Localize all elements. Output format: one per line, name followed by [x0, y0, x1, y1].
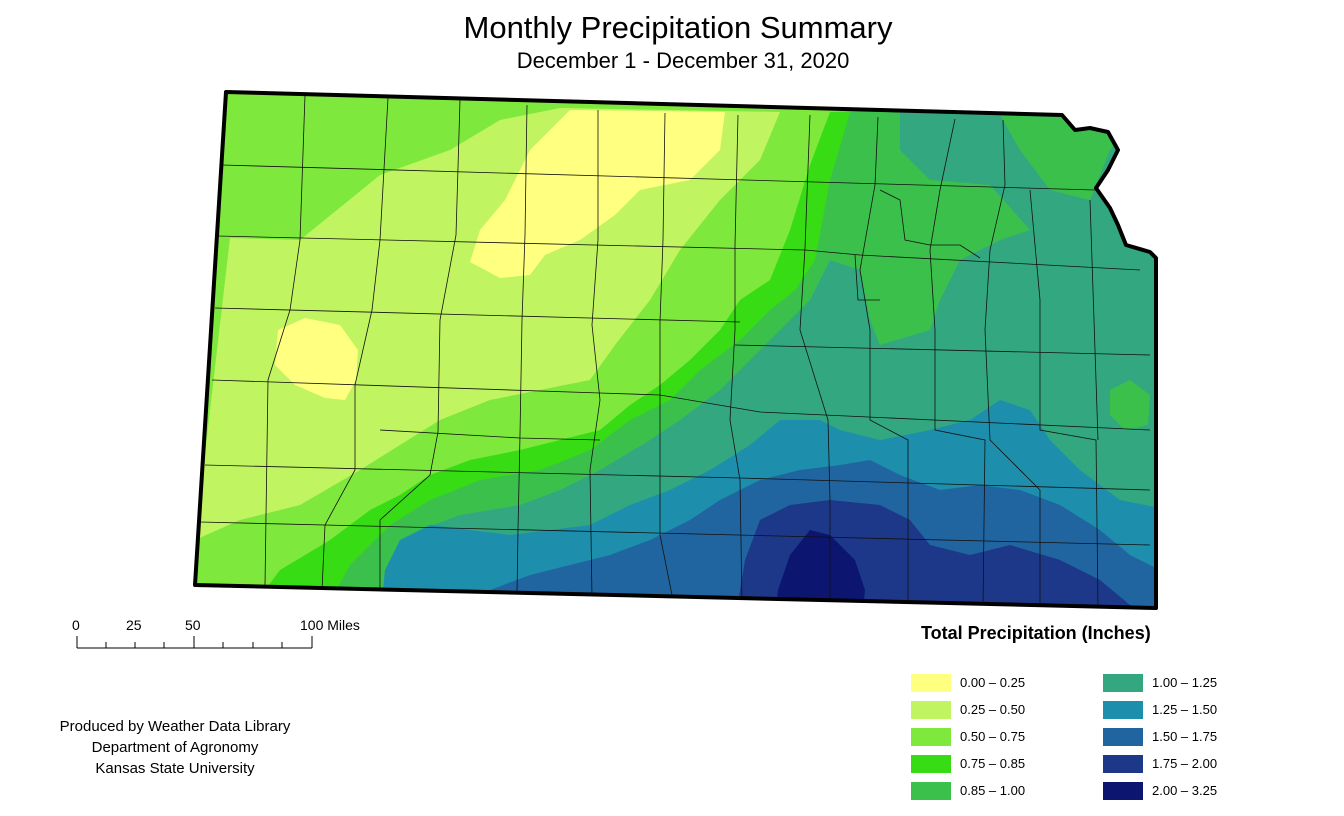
- precipitation-zones: [195, 92, 1156, 608]
- zone-0-00-0-25: [470, 110, 725, 278]
- legend-swatch: [1103, 728, 1143, 746]
- legend-swatch: [1103, 782, 1143, 800]
- legend-swatch: [1103, 755, 1143, 773]
- map-subtitle: December 1 - December 31, 2020: [516, 48, 850, 73]
- credits-line: Kansas State University: [95, 760, 255, 777]
- scale-label: 25: [126, 617, 142, 633]
- legend-label: 1.25 – 1.50: [1152, 702, 1218, 717]
- credits-line: Department of Agronomy: [91, 739, 259, 756]
- legend-swatch: [911, 701, 951, 719]
- legend-label: 0.25 – 0.50: [960, 702, 1026, 717]
- legend-label: 2.00 – 3.25: [1152, 783, 1218, 798]
- legend-swatch: [911, 782, 951, 800]
- county-boundaries: [199, 94, 1151, 608]
- legend-label: 1.00 – 1.25: [1152, 675, 1218, 690]
- zone-0-25-0-50: [195, 108, 780, 540]
- legend-label: 1.75 – 2.00: [1152, 756, 1218, 771]
- legend-swatch: [1103, 674, 1143, 692]
- legend-swatch: [911, 755, 951, 773]
- legend-label: 0.00 – 0.25: [960, 675, 1026, 690]
- legend-label: 0.50 – 0.75: [960, 729, 1026, 744]
- zone-0-85-1-00: [1110, 380, 1150, 430]
- scale-label: 50: [185, 617, 201, 633]
- scale-label: 100 Miles: [300, 617, 360, 633]
- credits-line: Produced by Weather Data Library: [59, 718, 291, 735]
- legend-label: 0.75 – 0.85: [960, 756, 1026, 771]
- legend-title: Total Precipitation (Inches): [921, 623, 1151, 643]
- credits: Produced by Weather Data Library Departm…: [30, 716, 320, 779]
- legend-swatch: [911, 674, 951, 692]
- scale-label: 0: [72, 617, 80, 633]
- legend-swatch: [911, 728, 951, 746]
- legend-swatch: [1103, 701, 1143, 719]
- map-title: Monthly Precipitation Summary: [463, 10, 893, 45]
- legend-label: 1.50 – 1.75: [1152, 729, 1218, 744]
- zone-0-00-0-25: [275, 318, 358, 400]
- kansas-state-outline: [193, 90, 1158, 610]
- scale-bar: [76, 636, 313, 649]
- legend-label: 0.85 – 1.00: [960, 783, 1026, 798]
